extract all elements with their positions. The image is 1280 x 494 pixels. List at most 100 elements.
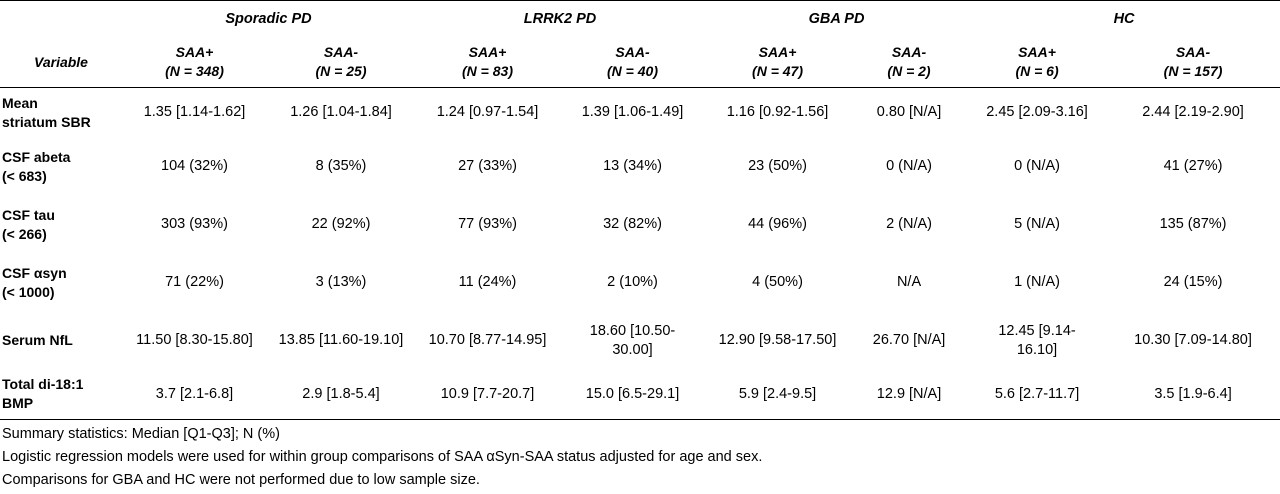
- variable-label: CSF abeta (< 683): [0, 138, 122, 196]
- saa-status-label: SAA-: [323, 44, 359, 60]
- value-cell: 11.50 [8.30-15.80]: [136, 332, 253, 348]
- sample-size-label: (N = 40): [607, 63, 658, 79]
- group-header: LRRK2 PD: [415, 0, 706, 37]
- sample-size-label: (N = 47): [752, 63, 803, 79]
- subgroup-header: SAA+ (N = 47): [705, 37, 851, 88]
- value-cell: 1.26 [1.04-1.84]: [290, 104, 392, 121]
- value-cell: 23 (50%): [748, 158, 807, 174]
- group-header: Sporadic PD: [122, 0, 415, 37]
- value-cell: 12.9 [N/A]: [850, 369, 969, 420]
- value-cell: 24 (15%): [1163, 274, 1223, 290]
- value-cell: 104 (32%): [161, 158, 228, 174]
- variable-label: CSF αsyn (< 1000): [0, 254, 122, 312]
- value-cell: 10.70 [8.77-14.95]: [428, 332, 547, 348]
- value-cell: 13.85 [11.60-19.10]: [278, 332, 404, 348]
- value-cell: 41 (27%): [1163, 158, 1223, 174]
- value-cell: 10.9 [7.7-20.7]: [415, 369, 560, 420]
- table-row: CSF tau (< 266) 303 (93%) 22 (92%) 77 (93%) 3…: [0, 196, 1280, 254]
- variable-label-line: BMP: [2, 395, 34, 412]
- variable-label: CSF tau (< 266): [0, 196, 122, 254]
- value-cell: N/A: [896, 274, 922, 290]
- sample-size-label: (N = 348): [165, 63, 224, 79]
- value-cell: 5 (N/A): [1014, 216, 1060, 232]
- subgroup-header: SAA+ (N = 83): [415, 37, 560, 88]
- subgroup-header-row: Variable SAA+ (N = 348) SAA- (N = 25) SAA+ (N…: [0, 37, 1280, 88]
- table-row: Total di-18:1 BMP 3.7 [2.1-6.8] 2.9 [1.8-5.…: [0, 369, 1280, 420]
- table-row: Mean striatum SBR 1.35 [1.14-1.62] 1.26 [1.…: [0, 88, 1280, 138]
- value-cell: 0 (N/A): [886, 158, 932, 174]
- table-body: Mean striatum SBR 1.35 [1.14-1.62] 1.26 [1.…: [0, 88, 1280, 420]
- variable-label: Total di-18:1 BMP: [0, 369, 122, 420]
- sample-size-label: (N = 25): [315, 63, 367, 79]
- value-cell: 3 (13%): [315, 274, 367, 290]
- variable-label-line: Total di-18:1: [2, 376, 84, 393]
- saa-status-label: SAA+: [758, 44, 797, 60]
- saa-status-label: SAA+: [1018, 44, 1056, 60]
- table-row: CSF abeta (< 683) 104 (32%) 8 (35%) 27 (33%)…: [0, 138, 1280, 196]
- value-cell: 2.44 [2.19-2.90]: [1142, 104, 1244, 121]
- value-cell: 0.80 [N/A]: [876, 104, 942, 121]
- value-cell: 26.70 [N/A]: [872, 332, 946, 348]
- value-cell: 3.5 [1.9-6.4]: [1106, 369, 1280, 420]
- value-cell: 303 (93%): [161, 216, 228, 232]
- value-cell: 2 (10%): [607, 274, 658, 290]
- table-row: CSF αsyn (< 1000) 71 (22%) 3 (13%) 11 (24%) 2…: [0, 254, 1280, 312]
- saa-status-label: SAA-: [891, 44, 927, 60]
- saa-status-label: SAA-: [615, 44, 650, 60]
- note-line: Logistic regression models were used for…: [2, 449, 763, 465]
- variable-label-line: (< 683): [2, 167, 47, 184]
- saa-status-label: SAA-: [1175, 44, 1211, 60]
- value-cell: 0 (N/A): [1014, 158, 1060, 174]
- variable-label-line: (< 266): [2, 225, 47, 242]
- value-cell: 8 (35%): [315, 158, 367, 174]
- variable-label-line: CSF αsyn: [2, 264, 67, 281]
- saa-status-label: SAA+: [175, 44, 214, 60]
- value-cell: 5.9 [2.4-9.5]: [705, 369, 851, 420]
- table-notes: Summary statistics: Median [Q1-Q3]; N (%…: [0, 423, 1280, 492]
- value-cell: 1.16 [0.92-1.56]: [726, 104, 829, 121]
- table-row: Serum NfL 11.50 [8.30-15.80] 13.85 [11.60-…: [0, 312, 1280, 370]
- value-cell: 5.6 [2.7-11.7]: [968, 369, 1107, 420]
- value-cell: 15.0 [6.5-29.1]: [560, 369, 706, 420]
- group-header: GBA PD: [705, 0, 969, 37]
- value-cell: 11 (24%): [458, 274, 517, 290]
- value-cell: 27 (33%): [458, 158, 517, 174]
- value-cell: 1.24 [0.97-1.54]: [436, 104, 539, 121]
- value-cell: 1.39 [1.06-1.49]: [581, 104, 684, 121]
- sample-size-label: (N = 83): [462, 63, 513, 79]
- variable-label-line: CSF abeta: [2, 148, 71, 165]
- subgroup-header: SAA+ (N = 6): [968, 37, 1107, 88]
- variable-label-line: CSF tau: [2, 206, 55, 223]
- group-header-row: Sporadic PD LRRK2 PD GBA PD HC: [0, 0, 1280, 37]
- value-cell: 18.60 [10.50- 30.00]: [589, 322, 676, 358]
- value-cell: 1 (N/A): [1014, 274, 1060, 290]
- value-cell: 13 (34%): [603, 158, 662, 174]
- value-cell: 71 (22%): [165, 274, 224, 290]
- variable-label-line: Serum NfL: [2, 332, 73, 348]
- value-cell: 135 (87%): [1159, 216, 1227, 232]
- saa-status-label: SAA+: [468, 44, 507, 60]
- value-cell: 2.9 [1.8-5.4]: [267, 369, 415, 420]
- variable-label: Serum NfL: [0, 312, 122, 370]
- value-cell: 32 (82%): [603, 216, 662, 232]
- variable-label-line: Mean: [2, 94, 38, 111]
- subgroup-header: SAA+ (N = 348): [122, 37, 267, 88]
- value-cell: 10.30 [7.09-14.80]: [1134, 332, 1252, 348]
- variable-label-line: (< 1000): [2, 283, 55, 300]
- summary-table: Sporadic PD LRRK2 PD GBA PD HC Variable …: [0, 0, 1280, 420]
- value-cell: 2.45 [2.09-3.16]: [986, 104, 1088, 121]
- value-cell: 2 (N/A): [886, 216, 932, 232]
- group-header-spacer: [0, 0, 122, 37]
- value-cell: 1.35 [1.14-1.62]: [143, 104, 246, 121]
- note-line: Comparisons for GBA and HC were not perf…: [2, 472, 480, 488]
- sample-size-label: (N = 6): [1015, 63, 1059, 79]
- value-cell: 44 (96%): [748, 216, 807, 232]
- note-line: Summary statistics: Median [Q1-Q3]; N (%…: [2, 426, 280, 442]
- variable-label: Mean striatum SBR: [0, 88, 122, 138]
- sample-size-label: (N = 157): [1163, 63, 1223, 79]
- variable-label-line: striatum SBR: [2, 113, 91, 130]
- value-cell: 12.45 [9.14- 16.10]: [998, 322, 1076, 358]
- subgroup-header: SAA- (N = 40): [560, 37, 706, 88]
- subgroup-header: SAA- (N = 25): [267, 37, 415, 88]
